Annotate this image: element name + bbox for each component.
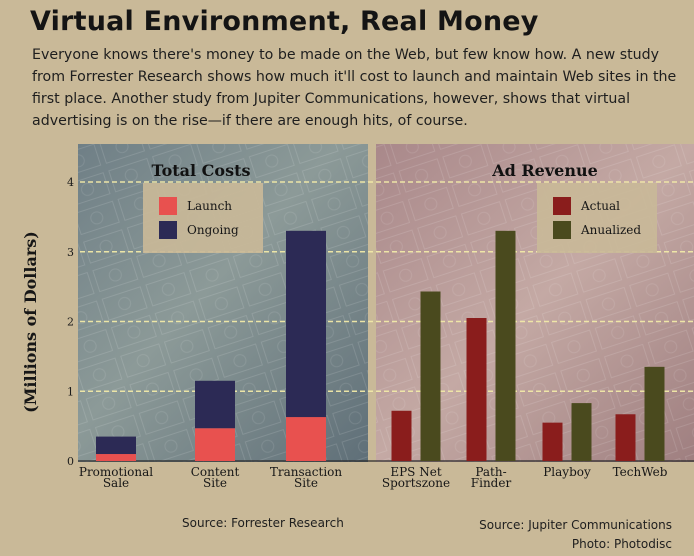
x-tick-label-line: Playboy [543,465,591,479]
legend-swatch [553,221,571,239]
bar-launch [96,454,136,461]
source-right: Source: Jupiter Communications Photo: Ph… [479,516,672,554]
x-tick-label-line: Promotional [79,465,153,479]
y-axis-label: (Millions of Dollars) [21,231,40,413]
y-tick-label: 2 [67,316,74,329]
panel-divider [368,144,376,462]
x-tick-label-line: Content [191,465,240,479]
x-tick-label: Playboy [543,465,591,479]
bar-anualized [644,366,665,461]
y-tick-label: 3 [67,246,74,259]
x-tick-label: Promotional Sale [79,465,153,490]
x-tick-label: Path-Finder [471,465,512,490]
chart: 0 1 2 3 4 (Millions of Dollars) Total Costs Pr… [21,144,694,490]
bar-ongoing [96,436,136,455]
legend-label: Launch [187,199,232,213]
bar-launch [195,428,235,461]
photo-credit: Photo: Photodisc [571,537,672,551]
legend-swatch [553,197,571,215]
bar-actual [615,414,636,461]
legend-label: Ongoing [187,223,239,237]
legend-box [537,183,657,253]
legend-label: Actual [580,199,620,213]
legend-label: Anualized [580,223,641,237]
bar-ongoing [195,380,235,429]
source-right-text: Source: Jupiter Communications [479,518,672,532]
x-tick-label-line: Site [203,476,227,490]
bar-ongoing [286,230,326,418]
legend-box [143,183,263,253]
legend-swatch [159,221,177,239]
bar-anualized [420,291,441,461]
x-tick-label-line: Sale [103,476,129,490]
x-tick-label: Transaction Site [270,465,343,490]
page-title: Virtual Environment, Real Money [30,6,539,37]
x-tick-label: Content Site [191,465,240,490]
x-tick-label-line: EPS Net [390,465,441,479]
y-tick-label: 4 [67,176,74,189]
bar-actual [542,422,563,461]
x-tick-label-line: Sportszone [382,476,450,490]
legend-swatch [159,197,177,215]
x-tick-label-line: Finder [471,476,512,490]
y-tick-label: 1 [67,385,74,398]
panel-title: Ad Revenue [491,161,598,180]
intro-text: Everyone knows there's money to be made … [32,47,677,129]
source-left: Source: Forrester Research [182,516,344,530]
x-tick-label: EPS Net Sportszone [382,465,450,490]
bar-actual [391,410,412,461]
x-tick-label: TechWeb [613,465,668,479]
y-tick-label: 0 [67,455,74,468]
bar-anualized [495,230,516,461]
bar-actual [466,318,487,461]
x-tick-label-line: Transaction [270,465,343,479]
x-tick-label-line: TechWeb [613,465,668,479]
bar-anualized [571,403,592,461]
x-tick-label-line: Site [294,476,318,490]
panel-title: Total Costs [152,161,251,180]
bar-launch [286,417,326,461]
x-tick-label-line: Path- [475,465,506,479]
